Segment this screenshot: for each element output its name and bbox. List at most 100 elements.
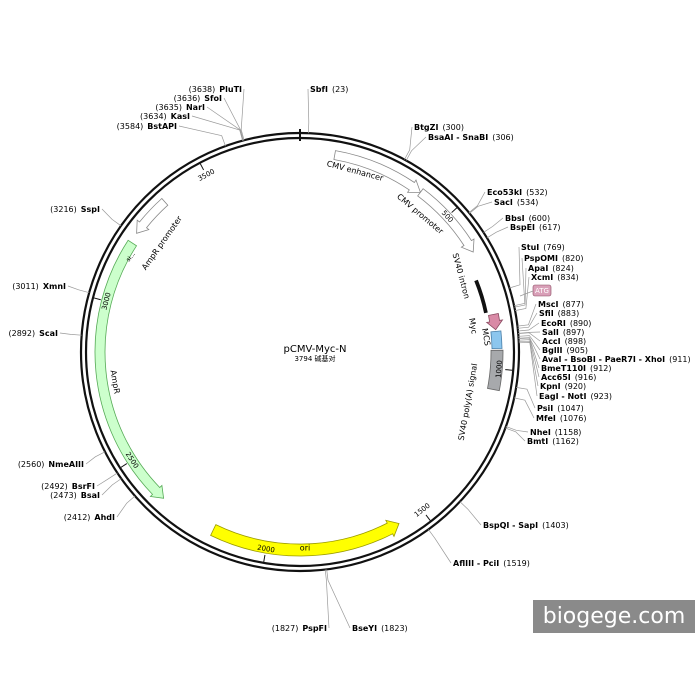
site-name: BbsI (505, 214, 525, 223)
site-leader (468, 191, 486, 213)
site-label: (2473) BsaI (50, 491, 100, 500)
site-position: (3634) (140, 112, 167, 121)
site-name: SalI (542, 328, 559, 337)
tick-mark (263, 554, 266, 562)
site-leader (486, 226, 509, 239)
site-name: BseYI (352, 624, 377, 633)
feature-arrow (94, 239, 165, 499)
feature-arrow (487, 349, 504, 392)
site-label: EcoRI (890) (541, 319, 591, 328)
site-name: AccI (542, 337, 561, 346)
site-leader (324, 569, 330, 629)
site-name: ApaI (528, 264, 548, 273)
site-label: MfeI (1076) (536, 414, 586, 423)
site-position: (1158) (555, 428, 582, 437)
tick-label: 2000 (256, 544, 275, 555)
tick-mark (199, 163, 205, 171)
site-leader (307, 88, 310, 134)
feature-arrow (417, 188, 475, 253)
tick-mark (120, 463, 128, 468)
feature-arrow (210, 519, 400, 557)
site-leader (514, 397, 535, 419)
watermark-bg (533, 600, 695, 633)
tick-mark (93, 297, 101, 301)
site-label: (3216) SspI (50, 205, 100, 214)
site-leader (518, 337, 541, 360)
site-position: (617) (539, 223, 561, 232)
site-position: (1047) (557, 404, 584, 413)
site-label: PspOMI (820) (524, 254, 583, 263)
site-name: SacI (494, 198, 513, 207)
site-leader (101, 208, 122, 227)
feature-label: ori (300, 544, 310, 553)
site-label: (2412) AhdI (64, 513, 115, 522)
site-label: MscI (877) (538, 300, 584, 309)
site-position: (532) (526, 188, 548, 197)
site-label: XcmI (834) (531, 273, 579, 282)
site-leader (514, 267, 527, 308)
site-name: BspQI - SapI (483, 521, 538, 530)
site-leader (518, 340, 539, 387)
site-label: BseYI (1823) (352, 624, 408, 633)
site-position: (1827) (272, 624, 299, 633)
site-label: BglII (905) (542, 346, 588, 355)
site-name: BspEI (510, 223, 535, 232)
feature-label: Myc (467, 317, 479, 334)
site-position: (911) (669, 355, 691, 364)
site-name: SfoI (204, 94, 222, 103)
site-label: (3584) BstAPI (117, 122, 177, 131)
site-label: (2560) NmeAIII (18, 460, 84, 469)
feature-label: CMV promoter (395, 192, 445, 236)
site-position: (1823) (381, 624, 408, 633)
site-leader (59, 332, 82, 336)
site-label: (3634) KasI (140, 112, 190, 121)
site-leader (240, 88, 245, 141)
site-name: EagI - NotI (539, 392, 586, 401)
feature-label: SV40 poly(A) signal (457, 363, 479, 442)
tick-mark (505, 369, 513, 371)
site-position: (300) (442, 123, 464, 132)
site-name: BstAPI (147, 122, 177, 131)
site-position: (1403) (542, 521, 569, 530)
site-position: (1519) (503, 559, 530, 568)
site-name: NarI (186, 103, 205, 112)
feature-arrow (485, 313, 504, 331)
site-label: EagI - NotI (923) (539, 392, 612, 401)
site-name: AhdI (94, 513, 115, 522)
sites: SbfI (23) BtgZI (300)BsaAI - SnaBI (306) Eco5… (9, 85, 691, 633)
site-position: (2412) (64, 513, 91, 522)
site-position: (912) (590, 364, 612, 373)
site-name: PspFI (302, 624, 327, 633)
tick-label: 1500 (413, 502, 432, 519)
site-name: NmeAIII (48, 460, 84, 469)
site-name: StuI (521, 243, 539, 252)
feature-arrow (474, 279, 488, 314)
site-leader (67, 285, 90, 294)
site-name: BglII (542, 346, 563, 355)
site-name: SbfI (310, 85, 328, 94)
site-label: (1827) PspFI (272, 624, 327, 633)
site-label: BmeT110I (912) (541, 364, 612, 373)
atg-leader (519, 290, 534, 297)
site-name: MfeI (536, 414, 556, 423)
site-position: (897) (563, 328, 585, 337)
site-position: (3638) (189, 85, 216, 94)
site-leader (518, 331, 541, 334)
site-label: AccI (898) (542, 337, 586, 346)
site-name: XcmI (531, 273, 553, 282)
site-leader (223, 97, 244, 141)
site-position: (2892) (9, 329, 36, 338)
watermark: biogege.com (543, 604, 686, 629)
site-label: StuI (769) (521, 243, 565, 252)
site-leader (469, 201, 493, 214)
tick-mark (451, 207, 458, 213)
site-name: SspI (81, 205, 100, 214)
site-leader (428, 529, 452, 564)
site-name: PspOMI (524, 254, 558, 263)
site-leader (404, 126, 413, 160)
site-name: BsaAI - SnaBI (428, 133, 488, 142)
feature-label: MCS (480, 328, 492, 347)
site-name: BsaI (81, 491, 100, 500)
site-label: BbsI (600) (505, 214, 550, 223)
